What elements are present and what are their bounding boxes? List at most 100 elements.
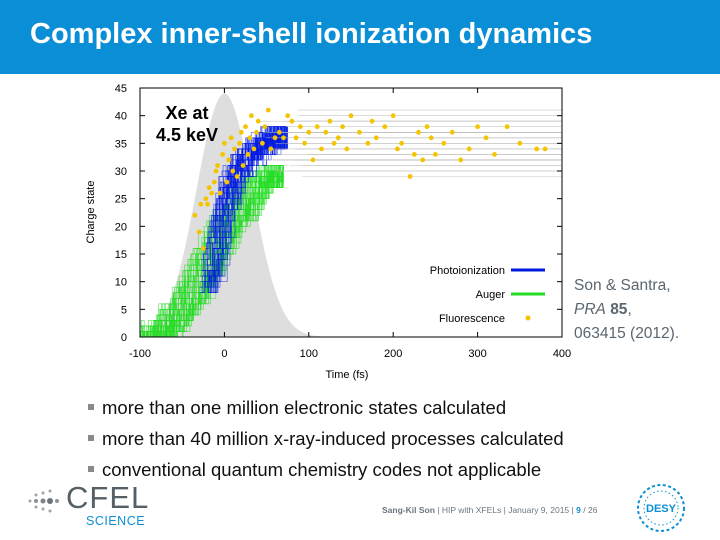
fluorescence-point <box>293 135 299 141</box>
fluorescence-point <box>276 129 282 135</box>
fluorescence-point <box>260 140 265 146</box>
footer-author: Sang-Kil Son <box>382 505 435 515</box>
x-tick-label: 400 <box>553 348 571 360</box>
fluorescence-point <box>399 140 404 146</box>
fluorescence-point <box>196 229 202 235</box>
fluorescence-point <box>220 152 226 157</box>
bullet-marker <box>88 466 94 472</box>
fluorescence-point <box>234 174 240 179</box>
fluorescence-point <box>226 157 232 163</box>
bullet-item: more than one million electronic states … <box>88 392 564 423</box>
fluorescence-point <box>281 135 286 141</box>
bullet-text: more than one million electronic states … <box>102 397 507 418</box>
fluorescence-point <box>449 129 455 135</box>
cfel-dots-icon <box>28 489 59 513</box>
citation-comma: , <box>627 301 632 318</box>
fluorescence-point <box>228 135 234 141</box>
fluorescence-point <box>369 118 375 124</box>
footer-date: January 9, 2015 <box>508 505 570 515</box>
fluorescence-point <box>200 246 206 251</box>
legend: Photoionization Auger Fluorescence <box>430 265 545 325</box>
late-trajectories <box>260 109 562 177</box>
fluorescence-point <box>340 124 345 130</box>
bullet-item: more than 40 million x-ray-induced proce… <box>88 423 564 454</box>
fluorescence-point <box>302 140 307 146</box>
y-axis-ticks: 0 5 10 15 20 25 30 35 40 45 <box>115 83 562 344</box>
cfel-wordmark: CFEL <box>66 480 150 515</box>
fluorescence-point <box>237 140 243 146</box>
fluorescence-point <box>323 129 329 135</box>
citation: Son & Santra, PRA 85, 063415 (2012). <box>574 274 679 346</box>
y-tick-label: 20 <box>115 221 127 233</box>
fluorescence-point <box>247 135 253 141</box>
fluorescence-point <box>285 113 291 119</box>
fluorescence-point <box>390 113 396 119</box>
fluorescence-point <box>255 118 261 124</box>
photoionization-trajectory <box>202 131 284 294</box>
fluorescence-point <box>416 129 421 135</box>
fluorescence-point <box>411 152 417 157</box>
fluorescence-point <box>209 190 215 196</box>
fluorescence-point <box>213 168 219 174</box>
fluorescence-point <box>542 146 548 152</box>
footer-page-number: 9 <box>576 505 581 515</box>
fluorescence-point <box>395 146 400 152</box>
fluorescence-point <box>433 152 438 157</box>
fluorescence-point <box>206 185 212 191</box>
fluorescence-point <box>428 135 434 141</box>
fluorescence-point <box>249 113 254 119</box>
cfel-logo: CFEL SCIENCE <box>26 480 150 530</box>
fluorescence-point <box>198 201 204 207</box>
fluorescence-point <box>222 140 227 146</box>
fluorescence-point <box>230 168 236 174</box>
slide-title: Complex inner-shell ionization dynamics <box>30 18 593 50</box>
fluorescence-point <box>272 135 278 141</box>
fluorescence-point <box>314 124 320 130</box>
citation-authors: Son & Santra, <box>574 277 671 294</box>
legend-label-auger: Auger <box>476 289 506 301</box>
bullet-item: conventional quantum chemistry codes not… <box>88 454 564 485</box>
fluorescence-point <box>407 174 413 179</box>
fluorescence-point <box>254 129 259 135</box>
bullet-text: more than 40 million x-ray-induced proce… <box>102 428 564 449</box>
fluorescence-point <box>245 152 251 157</box>
y-tick-label: 15 <box>115 249 127 261</box>
fluorescence-point <box>424 124 430 130</box>
citation-volume: 85 <box>610 301 628 318</box>
footer-event: HIP with XFELs <box>441 505 502 515</box>
fluorescence-point <box>211 179 217 185</box>
y-tick-label: 0 <box>121 332 127 344</box>
fluorescence-point <box>215 163 221 168</box>
bullet-list: more than one million electronic states … <box>88 392 564 485</box>
legend-swatch-fluorescence <box>525 315 531 321</box>
fluorescence-point <box>382 124 388 130</box>
legend-label-fluorescence: Fluorescence <box>439 313 505 325</box>
fluorescence-point <box>420 157 426 163</box>
x-tick-label: 200 <box>384 348 402 360</box>
x-tick-label: 100 <box>300 348 318 360</box>
citation-pages: 063415 (2012). <box>574 325 680 342</box>
fluorescence-point <box>357 129 362 135</box>
fluorescence-point <box>192 212 198 218</box>
y-tick-label: 40 <box>115 111 127 123</box>
fluorescence-point <box>240 163 246 168</box>
fluorescence-point <box>483 135 489 141</box>
citation-journal: PRA <box>574 301 606 318</box>
fluorescence-point <box>268 146 274 152</box>
y-axis-label: Charge state <box>85 181 97 244</box>
annotation-line-2: 4.5 keV <box>156 125 218 145</box>
plot-frame <box>139 87 563 338</box>
annotation-line-1: Xe at <box>165 103 208 123</box>
fluorescence-point <box>504 124 510 130</box>
fluorescence-point <box>205 201 210 207</box>
y-tick-label: 5 <box>121 304 127 316</box>
x-axis-ticks: -100 0 100 200 300 400 <box>129 88 571 360</box>
fluorescence-point <box>365 140 371 146</box>
fluorescence-point <box>319 146 324 152</box>
fluorescence-point <box>232 146 237 152</box>
bullet-text: conventional quantum chemistry codes not… <box>102 459 542 480</box>
fluorescence-point <box>224 179 230 185</box>
fluorescence-point <box>310 157 316 163</box>
desy-wordmark: DESY <box>646 503 677 515</box>
